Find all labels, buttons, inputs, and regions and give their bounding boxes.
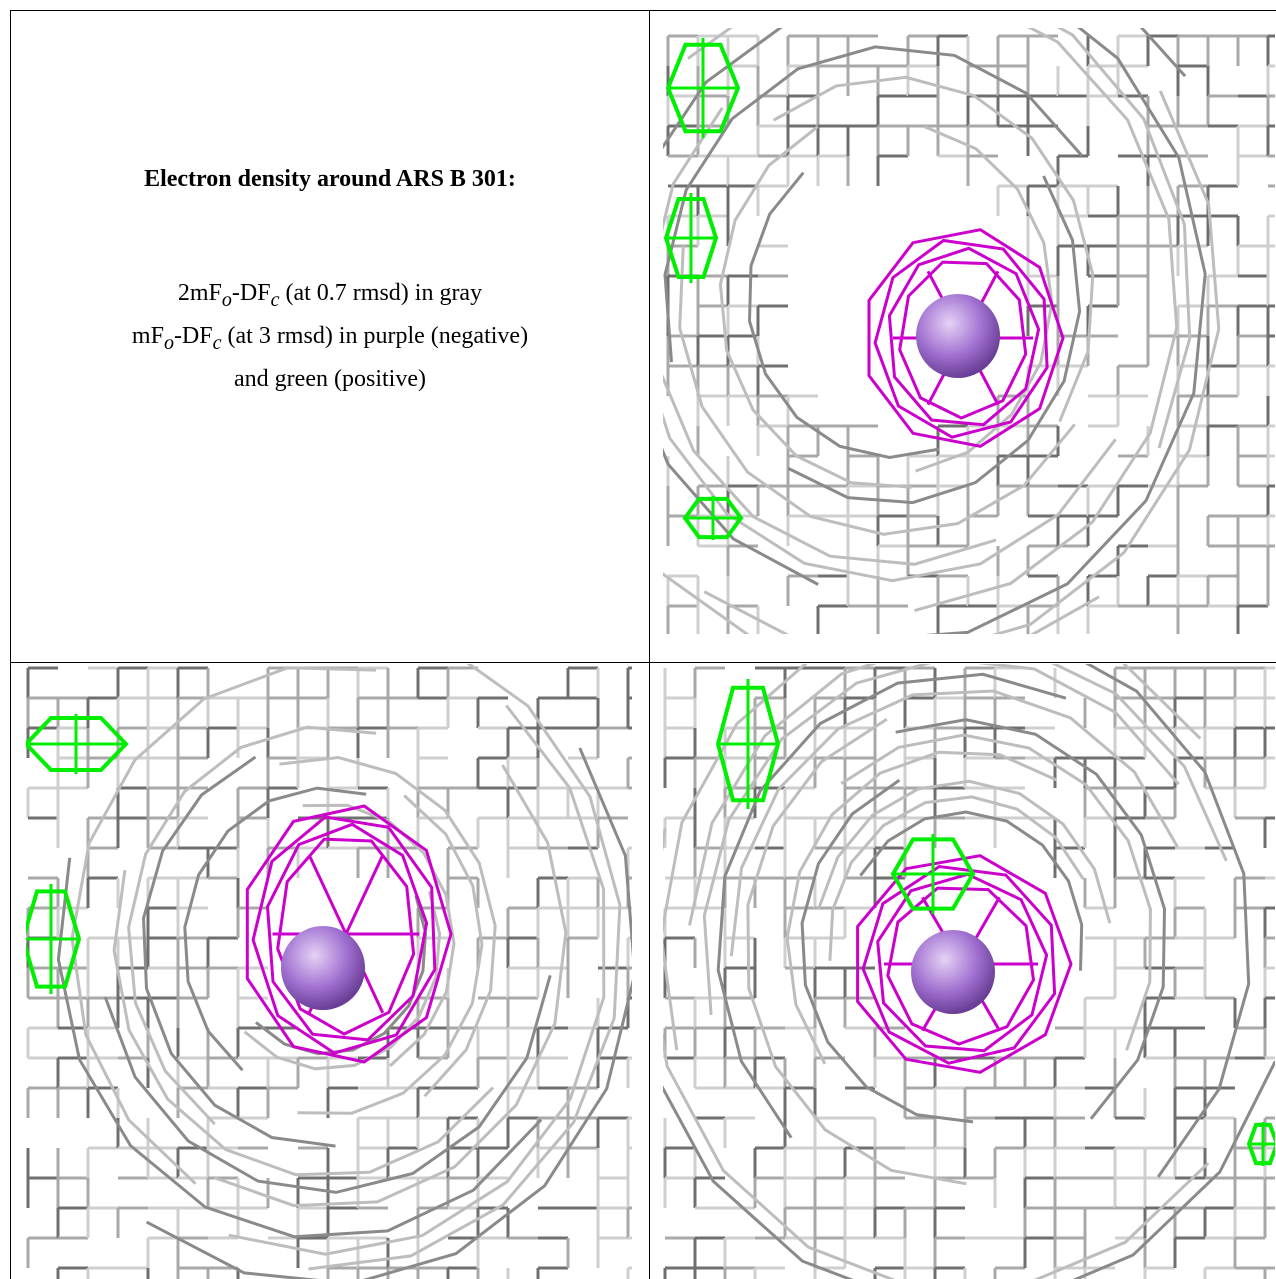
density-view-bottom-right <box>663 664 1275 1279</box>
density-mesh-view-1 <box>663 28 1275 634</box>
caption-cell: Electron density around ARS B 301: 2mFo-… <box>11 11 649 662</box>
caption-title: Electron density around ARS B 301: <box>144 166 516 193</box>
caption-line-mfo: mFo-DFc (at 3 rmsd) in purple (negative) <box>131 323 529 354</box>
grid-divider-vertical <box>649 10 650 1279</box>
positive-density-blobs <box>26 714 129 994</box>
density-mesh-view-2 <box>26 664 632 1279</box>
density-view-bottom-left <box>26 664 632 1279</box>
density-view-top-right <box>663 28 1275 634</box>
positive-density-blobs <box>715 679 1275 1166</box>
atom-sphere <box>916 294 1000 378</box>
caption-line-2mfo: 2mFo-DFc (at 0.7 rmsd) in gray <box>177 280 483 311</box>
caption-line-green: and green (positive) <box>234 365 426 392</box>
atom-sphere <box>281 926 365 1010</box>
negative-density-cage <box>245 804 453 1064</box>
figure-grid <box>10 10 1276 1279</box>
atom-sphere <box>911 930 995 1014</box>
gray-mesh <box>663 664 1275 1279</box>
grid-divider-horizontal <box>10 662 1276 663</box>
positive-density-blobs <box>663 38 744 540</box>
density-mesh-view-3 <box>663 664 1275 1279</box>
gray-mesh <box>663 28 1275 634</box>
